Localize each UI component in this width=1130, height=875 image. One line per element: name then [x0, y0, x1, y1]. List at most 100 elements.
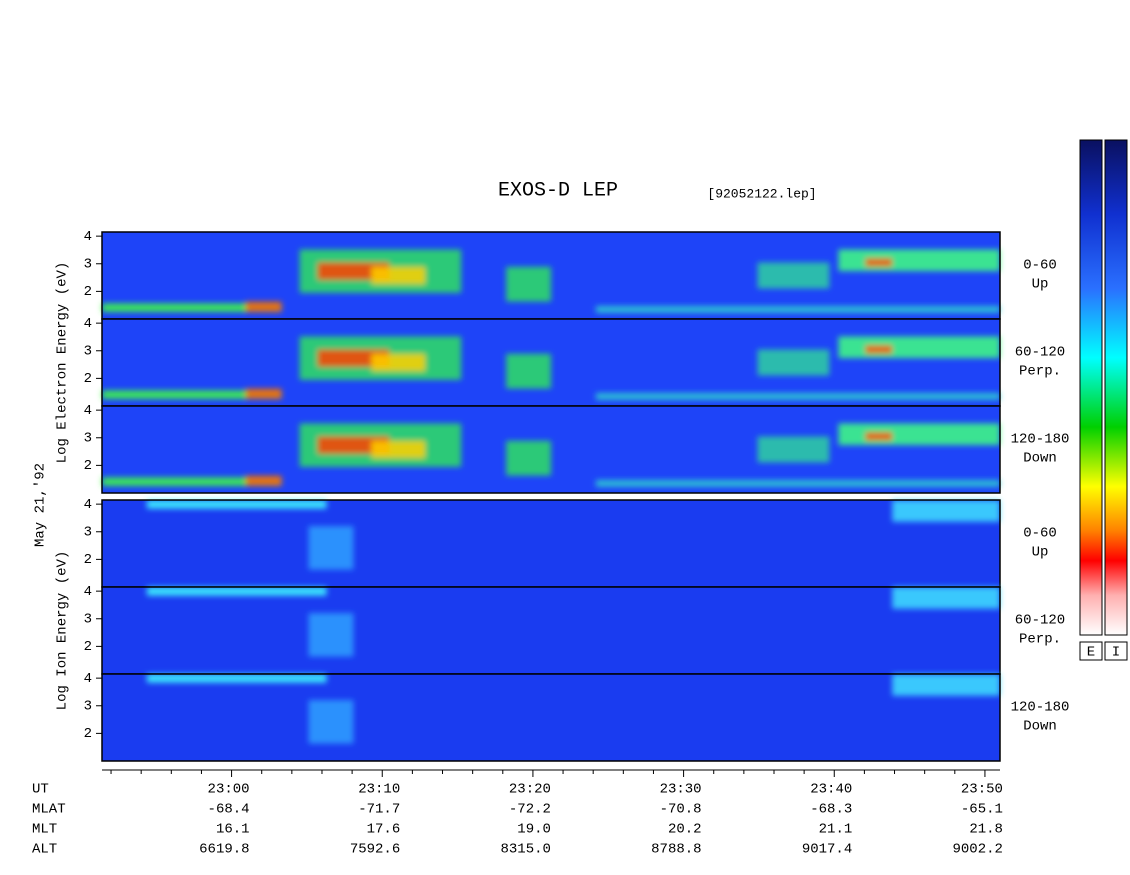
spectrogram [102, 406, 1000, 493]
title: EXOS-D LEP [498, 179, 618, 202]
y-tick-label: 2 [84, 639, 92, 655]
spectrogram-features [146, 587, 1000, 657]
ephemeris-value: -68.4 [208, 802, 250, 818]
colorbar-label: I [1112, 645, 1120, 661]
spectrogram-feature [892, 587, 1000, 609]
spectrogram-feature [245, 475, 282, 487]
ephemeris-value: 20.2 [668, 822, 702, 838]
y-tick-label: 2 [84, 552, 92, 568]
spectrogram-background [102, 587, 1000, 674]
x-tick-label: 23:20 [509, 782, 551, 798]
spectrogram-features [102, 423, 1000, 487]
spectrogram-features [146, 500, 1000, 570]
spectrogram-feature [371, 353, 426, 372]
spectrogram-feature [308, 526, 354, 570]
x-tick-label: 23:50 [961, 782, 1003, 798]
ephemeris-value: -68.3 [810, 802, 852, 818]
x-tick-label: 23:30 [660, 782, 702, 798]
spectrogram-feature [757, 349, 830, 376]
y-tick-label: 2 [84, 284, 92, 300]
spectrogram-feature [245, 301, 282, 313]
spectrogram-feature [838, 423, 1000, 446]
ephemeris-value: 9002.2 [953, 842, 1003, 858]
panel-direction: Perp. [1019, 364, 1061, 380]
colorbar [1104, 139, 1128, 636]
y-tick-label: 4 [84, 229, 92, 245]
x-tick-label: 23:40 [810, 782, 852, 798]
panel-direction: Perp. [1019, 632, 1061, 648]
spectrogram-feature [146, 587, 327, 596]
spectrogram-feature [595, 305, 1000, 313]
colorbar [1079, 139, 1103, 636]
y-tick-label: 2 [84, 371, 92, 387]
spectrogram [102, 674, 1000, 761]
spectrogram-feature [506, 266, 551, 302]
y-tick-label: 3 [84, 698, 92, 714]
y-tick-label: 4 [84, 497, 92, 513]
axis-label: Log Ion Energy (eV) [55, 551, 71, 711]
spectrogram-background [102, 674, 1000, 761]
ephemeris-value: 7592.6 [350, 842, 400, 858]
spectrogram-feature [308, 700, 354, 744]
spectrogram-feature [506, 440, 551, 476]
spectrogram-feature [595, 392, 1000, 400]
colorbar-label-box [1104, 641, 1128, 661]
spectrogram-background [102, 500, 1000, 587]
spectrogram-feature [865, 432, 893, 441]
y-tick-label: 3 [84, 524, 92, 540]
y-tick-label: 3 [84, 611, 92, 627]
spectrogram-feature [865, 258, 893, 267]
ephemeris-value: 8315.0 [500, 842, 550, 858]
panel-frame [101, 673, 1001, 762]
panel-range: 60-120 [1015, 613, 1065, 629]
panel-direction: Up [1032, 277, 1049, 293]
spectrogram-feature [102, 477, 282, 487]
spectrogram-feature [308, 613, 354, 657]
spectrogram [102, 319, 1000, 406]
spectrogram-feature [102, 303, 282, 313]
spectrogram-feature [595, 479, 1000, 487]
spectrogram-feature [865, 345, 893, 354]
y-tick-label: 2 [84, 726, 92, 742]
ephemeris-value: 8788.8 [651, 842, 701, 858]
ephemeris-value: -71.7 [358, 802, 400, 818]
panel-range: 0-60 [1023, 258, 1057, 274]
ephemeris-value: 6619.8 [199, 842, 249, 858]
ephemeris-value: -65.1 [961, 802, 1003, 818]
row-label: MLAT [32, 802, 66, 818]
spectrogram-feature [757, 262, 830, 289]
spectrogram-feature [838, 336, 1000, 359]
ephemeris-value: 21.8 [969, 822, 1003, 838]
y-tick-label: 3 [84, 343, 92, 359]
date: May 21,'92 [33, 463, 49, 547]
ephemeris-value: 21.1 [819, 822, 853, 838]
ephemeris-value: 19.0 [517, 822, 551, 838]
y-tick-label: 4 [84, 671, 92, 687]
spectrogram-features [102, 336, 1000, 400]
spectrogram [102, 587, 1000, 674]
spectrogram-feature [506, 353, 551, 389]
spectrogram-feature [245, 388, 282, 400]
spectrogram [102, 500, 1000, 587]
x-tick-label: 23:00 [208, 782, 250, 798]
panel-range: 60-120 [1015, 345, 1065, 361]
spectrogram-feature [371, 266, 426, 285]
spectrogram-features [146, 674, 1000, 744]
x-tick-label: 23:10 [358, 782, 400, 798]
ephemeris-value: -70.8 [660, 802, 702, 818]
panel-frame [101, 405, 1001, 494]
spectrogram-features [102, 249, 1000, 313]
panel-direction: Up [1032, 545, 1049, 561]
spectrogram-feature [892, 674, 1000, 696]
colorbar-label: E [1087, 645, 1095, 661]
y-tick-label: 4 [84, 584, 92, 600]
spectrogram-feature [892, 500, 1000, 522]
spectrogram-feature [146, 674, 327, 683]
axis-label: Log Electron Energy (eV) [55, 262, 71, 464]
panel-range: 0-60 [1023, 526, 1057, 542]
y-tick-label: 3 [84, 256, 92, 272]
spectrogram-feature [838, 249, 1000, 272]
y-tick-label: 2 [84, 458, 92, 474]
ephemeris-value: -72.2 [509, 802, 551, 818]
